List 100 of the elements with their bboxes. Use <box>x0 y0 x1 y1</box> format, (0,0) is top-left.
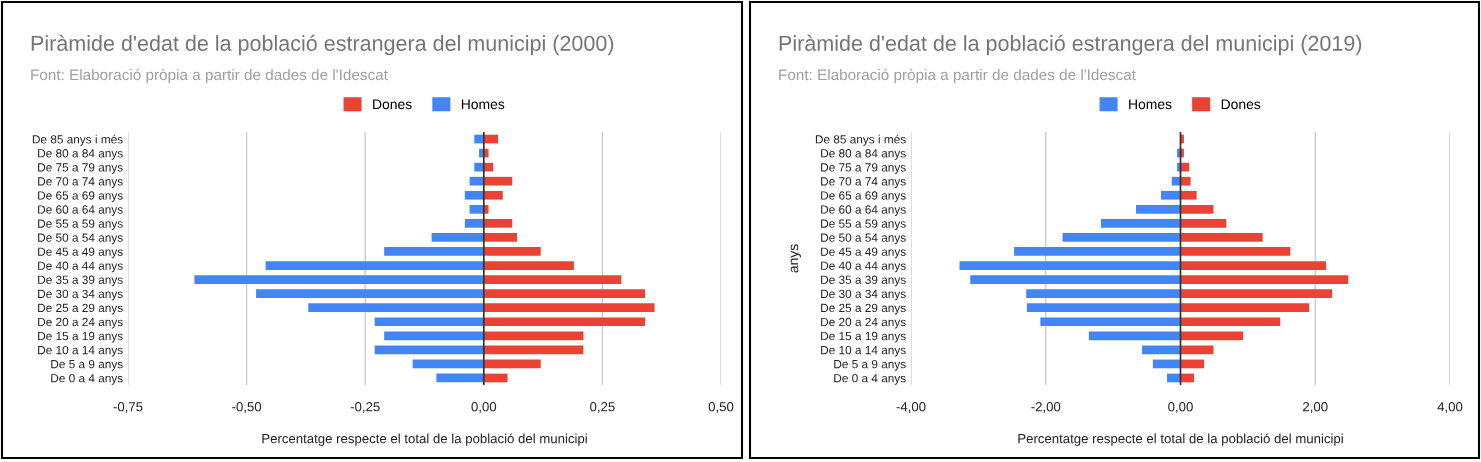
bar <box>483 345 584 355</box>
y-tick-label: De 80 a 84 anys <box>38 149 123 160</box>
bar <box>374 317 484 327</box>
bar <box>483 331 584 341</box>
y-tick-label: De 0 a 4 anys <box>834 374 906 385</box>
y-tick-label: De 85 anys i més <box>32 134 123 146</box>
bar <box>1026 289 1181 298</box>
bar <box>464 219 484 228</box>
bar <box>1180 247 1291 256</box>
bar <box>1136 204 1181 214</box>
legend-label: Homes <box>461 99 505 110</box>
y-tick-label: De 65 a 69 anys <box>821 191 906 202</box>
bar <box>469 176 484 186</box>
bar <box>1101 219 1181 228</box>
bar <box>1180 331 1244 341</box>
x-axis-title: Percentatge respecte el total de la població del municipi <box>262 433 587 446</box>
y-tick-label: De 60 a 64 anys <box>38 205 123 217</box>
x-tick-label: 2,00 <box>1303 402 1328 413</box>
legend-label: Dones <box>1221 99 1261 110</box>
bar <box>256 289 484 298</box>
bar <box>1040 317 1181 327</box>
x-tick-label: 0,00 <box>1168 402 1193 413</box>
y-tick-label: De 75 a 79 anys <box>38 163 123 174</box>
y-tick-label: De 40 a 44 anys <box>821 261 906 273</box>
bar <box>1160 190 1181 200</box>
y-tick-label: De 80 a 84 anys <box>821 149 906 160</box>
y-tick-label: De 30 a 34 anys <box>38 289 123 301</box>
y-tick-label: De 65 a 69 anys <box>38 191 123 202</box>
bar <box>1180 233 1263 242</box>
bar <box>1180 261 1327 270</box>
bar <box>464 190 484 200</box>
y-tick-label: De 5 a 9 anys <box>51 359 123 371</box>
y-tick-label: De 75 a 79 anys <box>821 163 906 174</box>
bar <box>1180 219 1227 228</box>
x-tick-label: 0,00 <box>471 402 497 413</box>
y-tick-label: De 70 a 74 anys <box>38 177 123 188</box>
y-tick-label: De 55 a 59 anys <box>821 219 906 231</box>
y-tick-label: De 5 a 9 anys <box>834 359 906 371</box>
y-tick-label: De 60 a 64 anys <box>821 205 906 217</box>
y-tick-label: De 70 a 74 anys <box>821 177 906 188</box>
chart-subtitle: Font: Elaboració pròpia a partir de dades de l'Idescat <box>779 68 1136 84</box>
bar <box>959 261 1181 270</box>
y-tick-label: De 25 a 29 anys <box>821 303 906 315</box>
x-tick-label: -0,25 <box>350 402 380 413</box>
y-tick-label: De 50 a 54 anys <box>821 233 906 245</box>
bar <box>483 317 646 327</box>
x-tick-label: 0,50 <box>708 402 734 413</box>
bar <box>483 261 574 270</box>
bar <box>1180 359 1205 369</box>
y-axis-title: anys <box>790 244 802 273</box>
bar <box>384 247 484 256</box>
bar <box>308 303 484 313</box>
bar <box>1026 303 1181 313</box>
bar <box>436 373 484 383</box>
bar <box>384 331 484 341</box>
x-tick-label: -2,00 <box>1031 402 1061 413</box>
y-tick-label: De 20 a 24 anys <box>821 317 906 329</box>
y-tick-label: De 15 a 19 anys <box>821 331 906 343</box>
bar <box>412 359 484 369</box>
chart-subtitle: Font: Elaboració pròpia a partir de dades de l'Idescat <box>31 68 388 84</box>
legend-label: Homes <box>1129 99 1172 110</box>
y-tick-label: De 30 a 34 anys <box>821 289 906 301</box>
bar <box>1062 233 1181 242</box>
y-tick-label: De 15 a 19 anys <box>38 331 123 343</box>
bar <box>1180 345 1214 355</box>
bar <box>1180 176 1191 186</box>
x-tick-label: 4,00 <box>1437 402 1463 413</box>
bar <box>1180 204 1214 214</box>
y-tick-label: De 0 a 4 anys <box>51 374 123 385</box>
x-tick-label: -0,75 <box>113 402 143 413</box>
bar <box>1088 331 1181 341</box>
bar <box>483 190 503 200</box>
bar <box>483 247 541 256</box>
y-tick-label: De 10 a 14 anys <box>821 345 906 357</box>
chart-title: Piràmide d'edat de la població estrangera del municipi (2000) <box>31 34 614 56</box>
bar <box>431 233 484 242</box>
bar <box>483 359 541 369</box>
bar <box>970 275 1181 284</box>
bar <box>1180 190 1197 200</box>
y-tick-label: De 85 anys i més <box>815 134 906 146</box>
x-tick-label: -4,00 <box>896 402 926 413</box>
bar <box>1142 345 1181 355</box>
bar <box>1180 303 1310 313</box>
bar <box>1180 317 1281 327</box>
bar <box>1180 289 1333 298</box>
y-tick-label: De 35 a 39 anys <box>821 275 906 287</box>
y-tick-label: De 45 a 49 anys <box>38 247 123 259</box>
bar <box>374 345 484 355</box>
chart-title: Piràmide d'edat de la població estrangera del municipi (2019) <box>779 34 1362 56</box>
x-axis-title: Percentatge respecte el total de la població del municipi <box>1018 433 1343 446</box>
bar <box>483 275 622 284</box>
y-tick-label: De 45 a 49 anys <box>821 247 906 259</box>
bar <box>1180 275 1349 284</box>
bar <box>483 176 513 186</box>
bar <box>483 233 518 242</box>
bar <box>1014 247 1181 256</box>
y-tick-label: De 35 a 39 anys <box>38 275 123 287</box>
y-tick-label: De 50 a 54 anys <box>38 233 123 245</box>
legend-label: Dones <box>373 99 412 110</box>
bar <box>483 289 646 298</box>
